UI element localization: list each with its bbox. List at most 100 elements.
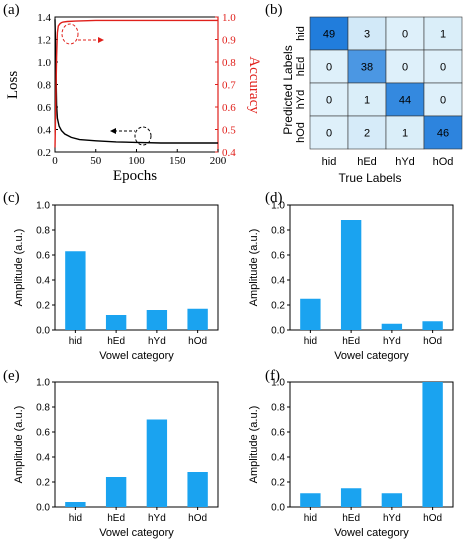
panel-c-bar — [65, 251, 86, 330]
panel-b-cell-value: 46 — [437, 128, 449, 140]
panel-a-loss-line — [54, 19, 218, 144]
panel-a-series — [54, 19, 218, 148]
panel-e-x-tick-label: hEd — [107, 513, 125, 524]
panel-a-y2-axis-label: Accuracy — [246, 56, 262, 114]
panel-a-x-tick-label: 200 — [210, 155, 227, 167]
panel-a-accuracy-arrowhead — [98, 37, 104, 43]
panel-f-x-axis-label: Vowel category — [334, 527, 409, 539]
panel-f-label: (f) — [265, 368, 280, 384]
panel-b-label: (b) — [265, 2, 283, 18]
panel-b-cell — [309, 82, 349, 117]
panel-e-plot-frame — [54, 381, 219, 508]
panel-b-cells: 49 3 0 1 0 38 0 0 0 1 44 0 0 2 1 46 hid hEd hYd hOd hid hEd hY… — [295, 16, 463, 168]
panel-d-y-tick-label: 1.0 — [271, 201, 285, 212]
panel-e-bar — [105, 477, 127, 507]
panel-e-x-axis-label: Vowel category — [99, 527, 174, 539]
panel-b-cell-value: 1 — [402, 128, 408, 140]
panel-e-y-tick-label: 0.8 — [36, 403, 50, 414]
panel-b-x-tick-label: hid — [322, 156, 337, 168]
panel-b-cell — [423, 115, 463, 150]
panel-b-y-tick-label: hid — [295, 26, 307, 41]
panel-e-x-tick-label: hYd — [148, 513, 166, 524]
panel-e-bar — [65, 502, 86, 507]
panel-b-y-tick-label: hOd — [295, 122, 307, 143]
panel-b-cell — [309, 49, 349, 84]
panel-d-x-tick-label: hOd — [423, 336, 442, 347]
panel-d-bar — [422, 321, 443, 330]
panel-e-label: (e) — [3, 368, 20, 384]
panel-a-loss-arrowhead — [110, 128, 116, 134]
panel-f-y-tick-label: 0.4 — [271, 453, 285, 464]
panel-a-ticks: 0 50 100 150 200 0.2 0.4 0.6 0.8 1.0 1.2 1.4 0.4 0.5 0… — [37, 12, 236, 167]
panel-a-y2-tick-label: 0.9 — [222, 35, 236, 47]
panel-c-y-tick-label: 0.2 — [36, 301, 50, 312]
panel-b-cell-value: 44 — [399, 95, 411, 107]
panel-a-accuracy-line — [54, 19, 218, 148]
panel-b-cell — [347, 115, 387, 150]
panel-d-plot-frame — [289, 204, 454, 331]
panel-f-y-tick-label: 0.8 — [271, 403, 285, 414]
panel-d-x-tick-label: hYd — [383, 336, 401, 347]
panel-c-x-tick-label: hid — [69, 336, 82, 347]
panel-f-x-tick-label: hYd — [383, 513, 401, 524]
panel-b-cell — [385, 115, 425, 150]
panel-a-label: (a) — [3, 2, 20, 18]
panel-a-y-tick-label: 1.0 — [37, 57, 51, 69]
panel-b-x-tick-label: hYd — [395, 156, 415, 168]
panel-b-cell — [385, 16, 425, 51]
panel-b-cell-value: 0 — [440, 62, 446, 74]
panel-b-cell-value: 0 — [440, 95, 446, 107]
panel-f-y-tick-label: 0.0 — [271, 503, 285, 514]
panel-c-y-tick-label: 0.0 — [36, 326, 50, 337]
panel-c-x-tick-label: hYd — [148, 336, 166, 347]
panel-b-cell-value: 0 — [326, 95, 332, 107]
panel-f-plot-frame — [289, 381, 454, 508]
panel-a-y-tick-label: 0.8 — [37, 80, 51, 92]
panel-d-bar — [300, 298, 321, 330]
panel-c-bar-chart: (c) 0.0 0.2 0.4 0.6 0.8 1.0 hid hEd hYd hOd Vowel c… — [3, 190, 219, 362]
panel-e-x-tick-label: hOd — [188, 513, 207, 524]
panel-d-y-tick-label: 0.2 — [271, 301, 285, 312]
panel-f-x-tick-label: hid — [304, 513, 317, 524]
panel-b-cell-value: 1 — [440, 29, 446, 41]
panel-f-x-tick-label: hOd — [423, 513, 442, 524]
panel-c-bar — [105, 315, 127, 330]
panel-f-bar-chart: (f) 0.0 0.2 0.4 0.6 0.8 1.0 hid hEd hYd hOd Vowel c… — [248, 368, 454, 539]
panel-c-plot-frame — [54, 204, 219, 331]
panel-b-y-axis-label: Predicted Labels — [281, 45, 295, 134]
panel-e-y-axis-label: Amplitude (a.u.) — [13, 406, 25, 484]
panel-b-cell-value: 0 — [402, 62, 408, 74]
panel-d-label: (d) — [265, 190, 283, 206]
panel-d-y-tick-label: 0.0 — [271, 326, 285, 337]
panel-c-y-tick-label: 0.4 — [36, 276, 50, 287]
panel-b-cell — [385, 49, 425, 84]
panel-b-cell-value: 49 — [323, 29, 335, 41]
panel-d-x-tick-label: hEd — [342, 336, 360, 347]
panel-d-bar-chart: (d) 0.0 0.2 0.4 0.6 0.8 1.0 hid hEd hYd hOd Vowel c… — [248, 190, 454, 362]
panel-a-y-axis-label: Loss — [5, 71, 21, 100]
panel-d-x-tick-label: hid — [304, 336, 317, 347]
panel-d-y-tick-label: 0.4 — [271, 276, 285, 287]
panel-b-cell-value: 1 — [364, 95, 370, 107]
panel-b-cell — [423, 82, 463, 117]
panel-f-bar — [340, 488, 362, 507]
panel-e-bar — [146, 419, 168, 507]
panel-b-cell — [423, 16, 463, 51]
panel-c-y-tick-label: 0.6 — [36, 251, 50, 262]
panel-a-x-axis-label: Epochs — [113, 168, 157, 184]
panel-b-confusion-matrix: (b) 49 3 0 1 0 38 0 0 0 1 44 0 0 2 1 46 hid hEd hYd hOd hid h… — [265, 2, 463, 185]
panel-a-y2-tick-label: 0.8 — [222, 57, 236, 69]
panel-e-x-tick-label: hid — [69, 513, 82, 524]
panel-d-bar — [381, 323, 403, 330]
panel-e-y-tick-label: 0.4 — [36, 453, 50, 464]
panel-b-cell — [347, 82, 387, 117]
panel-a-y2-tick-label: 0.5 — [222, 125, 236, 137]
panel-c-label: (c) — [3, 190, 20, 206]
panel-b-y-tick-label: hEd — [295, 57, 307, 77]
panel-a-y2-tick-label: 0.6 — [222, 102, 236, 114]
panel-e-y-tick-label: 0.0 — [36, 503, 50, 514]
panel-b-cell-value: 0 — [326, 62, 332, 74]
panel-d-y-tick-label: 0.6 — [271, 251, 285, 262]
panel-a-x-tick-label: 100 — [128, 155, 145, 167]
panel-f-y-axis-label: Amplitude (a.u.) — [248, 406, 260, 484]
